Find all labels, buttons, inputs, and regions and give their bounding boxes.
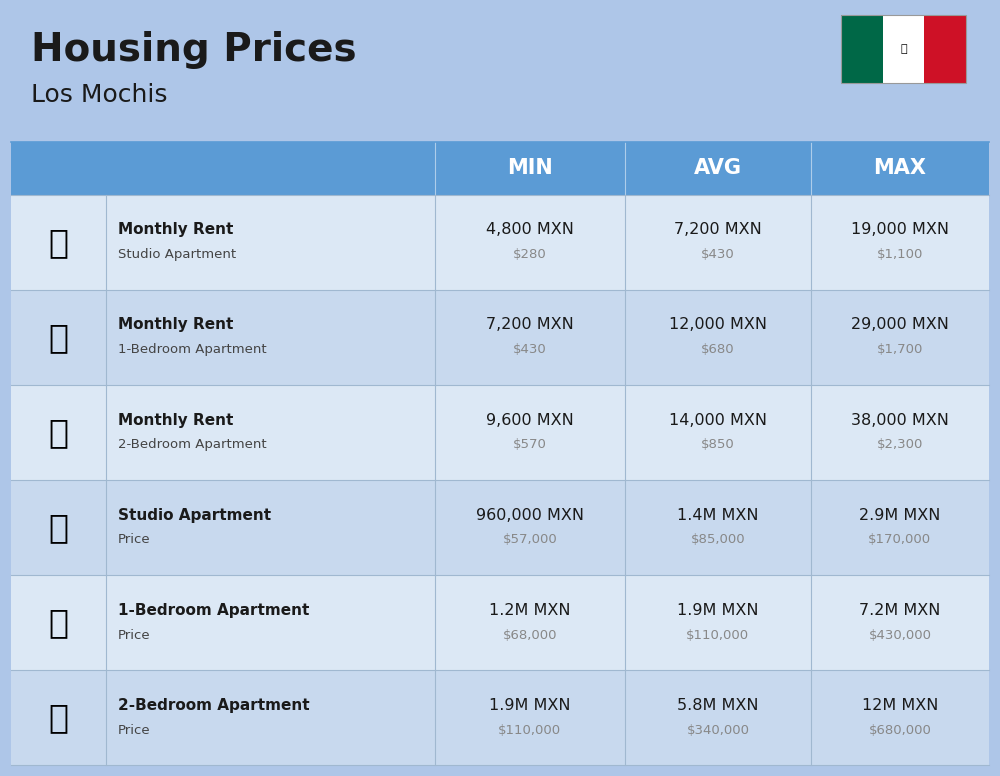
Text: $110,000: $110,000 (686, 629, 749, 642)
Text: $68,000: $68,000 (503, 629, 557, 642)
Text: 19,000 MXN: 19,000 MXN (851, 223, 949, 237)
Text: 🏦: 🏦 (49, 511, 69, 544)
Text: 12,000 MXN: 12,000 MXN (669, 317, 767, 332)
Text: 🏡: 🏡 (49, 416, 69, 449)
Text: $430,000: $430,000 (868, 629, 931, 642)
Text: Monthly Rent: Monthly Rent (118, 413, 233, 428)
FancyBboxPatch shape (883, 15, 924, 82)
FancyBboxPatch shape (11, 195, 989, 289)
Text: 2-Bedroom Apartment: 2-Bedroom Apartment (118, 438, 267, 452)
Text: 38,000 MXN: 38,000 MXN (851, 413, 949, 428)
Text: $430: $430 (513, 343, 547, 356)
FancyBboxPatch shape (11, 289, 989, 385)
Text: 14,000 MXN: 14,000 MXN (669, 413, 767, 428)
Text: 5.8M MXN: 5.8M MXN (677, 698, 759, 713)
Text: 7.2M MXN: 7.2M MXN (859, 603, 941, 618)
Text: 2-Bedroom Apartment: 2-Bedroom Apartment (118, 698, 310, 713)
Text: $340,000: $340,000 (686, 724, 749, 736)
Text: $850: $850 (701, 438, 735, 452)
Text: 7,200 MXN: 7,200 MXN (674, 223, 762, 237)
Text: AVG: AVG (694, 158, 742, 178)
Text: Price: Price (118, 533, 151, 546)
FancyBboxPatch shape (11, 670, 989, 765)
Text: 🏠: 🏠 (49, 606, 69, 639)
Text: 1-Bedroom Apartment: 1-Bedroom Apartment (118, 603, 309, 618)
Text: 4,800 MXN: 4,800 MXN (486, 223, 574, 237)
Text: $430: $430 (701, 248, 735, 261)
Text: $1,100: $1,100 (877, 248, 923, 261)
Text: 1.9M MXN: 1.9M MXN (677, 603, 759, 618)
Text: 29,000 MXN: 29,000 MXN (851, 317, 949, 332)
Text: $570: $570 (513, 438, 547, 452)
Text: 🏦: 🏦 (49, 226, 69, 258)
FancyBboxPatch shape (11, 142, 989, 195)
Text: $110,000: $110,000 (498, 724, 561, 736)
Text: 🏠: 🏠 (49, 320, 69, 354)
Text: 2.9M MXN: 2.9M MXN (859, 508, 941, 523)
Text: 12M MXN: 12M MXN (862, 698, 938, 713)
Text: $170,000: $170,000 (868, 533, 931, 546)
Text: Price: Price (118, 629, 151, 642)
Text: 7,200 MXN: 7,200 MXN (486, 317, 574, 332)
Text: 960,000 MXN: 960,000 MXN (476, 508, 584, 523)
Text: $1,700: $1,700 (877, 343, 923, 356)
Text: MAX: MAX (873, 158, 926, 178)
Text: Studio Apartment: Studio Apartment (118, 248, 236, 261)
Text: $680,000: $680,000 (868, 724, 931, 736)
Text: $680: $680 (701, 343, 735, 356)
Text: Housing Prices: Housing Prices (31, 31, 357, 69)
FancyBboxPatch shape (924, 15, 966, 82)
Text: Studio Apartment: Studio Apartment (118, 508, 271, 523)
Text: $2,300: $2,300 (877, 438, 923, 452)
Text: 🦅: 🦅 (900, 43, 907, 54)
Text: 1-Bedroom Apartment: 1-Bedroom Apartment (118, 343, 267, 356)
Text: Monthly Rent: Monthly Rent (118, 223, 233, 237)
Text: $280: $280 (513, 248, 547, 261)
FancyBboxPatch shape (11, 385, 989, 480)
Text: 🏠: 🏠 (49, 702, 69, 734)
Text: 1.2M MXN: 1.2M MXN (489, 603, 571, 618)
Text: Los Mochis: Los Mochis (31, 82, 168, 106)
Text: 9,600 MXN: 9,600 MXN (486, 413, 574, 428)
FancyBboxPatch shape (11, 480, 989, 575)
Text: 1.9M MXN: 1.9M MXN (489, 698, 571, 713)
Text: $57,000: $57,000 (503, 533, 557, 546)
FancyBboxPatch shape (841, 15, 883, 82)
Text: MIN: MIN (507, 158, 553, 178)
Text: Price: Price (118, 724, 151, 736)
Text: Monthly Rent: Monthly Rent (118, 317, 233, 332)
Text: $85,000: $85,000 (691, 533, 745, 546)
Text: 1.4M MXN: 1.4M MXN (677, 508, 759, 523)
FancyBboxPatch shape (11, 575, 989, 670)
